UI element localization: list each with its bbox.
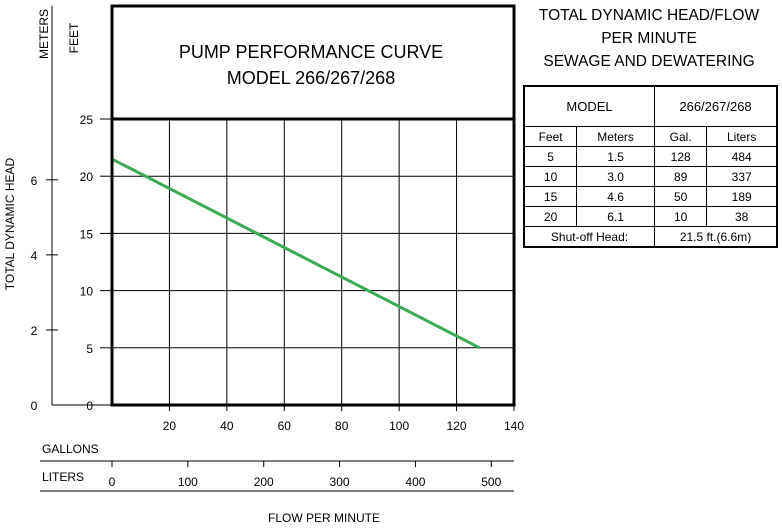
gallons-tick-label: 120 <box>447 419 467 433</box>
x-units-liters-label: LITERS <box>42 470 84 484</box>
table-shutoff-value: 21.5 ft.(6.6m) <box>654 226 778 248</box>
liters-tick-label: 300 <box>330 475 350 489</box>
table-header-feet: Feet <box>523 126 578 147</box>
table-shutoff-label: Shut-off Head: <box>523 226 656 248</box>
feet-tick-label: 20 <box>80 170 94 184</box>
table-cell: 189 <box>706 186 778 207</box>
feet-tick-label: 15 <box>80 227 94 241</box>
meters-tick-label: 0 <box>31 399 38 413</box>
header-line-2: PER MINUTE <box>601 30 697 47</box>
table-row: 5 1.5 128 484 <box>523 146 778 167</box>
table-header-liters: Liters <box>706 126 778 147</box>
table-header-meters: Meters <box>576 126 656 147</box>
table-cell: 1.5 <box>576 146 656 167</box>
x-axis-label: FLOW PER MINUTE <box>268 511 380 525</box>
table-row: 20 6.1 10 38 <box>523 206 778 227</box>
table-cell: 10 <box>523 166 578 187</box>
feet-tick-label: 0 <box>86 399 93 413</box>
y-units-feet-label: FEET <box>67 22 81 53</box>
table-cell: 6.1 <box>576 206 656 227</box>
liters-tick-label: 400 <box>405 475 425 489</box>
table-cell: 5 <box>523 146 578 167</box>
chart-subtitle: MODEL 266/267/268 <box>227 68 395 88</box>
gallons-tick-label: 100 <box>389 419 409 433</box>
header-line-3: SEWAGE AND DEWATERING <box>543 53 755 70</box>
header-line-1: TOTAL DYNAMIC HEAD/FLOW <box>538 7 760 24</box>
table-cell: 484 <box>706 146 778 167</box>
table-cell: 89 <box>654 166 708 187</box>
liters-tick-label: 100 <box>178 475 198 489</box>
table-cell: 337 <box>706 166 778 187</box>
table-cell: 10 <box>654 206 708 227</box>
liters-tick-label: 200 <box>254 475 274 489</box>
table-model-value: 266/267/268 <box>654 85 778 127</box>
table-header-gallons: Gal. <box>654 126 708 147</box>
gallons-tick-label: 80 <box>335 419 349 433</box>
table-shutoff-row: Shut-off Head: 21.5 ft.(6.6m) <box>523 226 778 248</box>
table-row: 10 3.0 89 337 <box>523 166 778 187</box>
meters-tick-label: 6 <box>31 174 38 188</box>
table-cell: 38 <box>706 206 778 227</box>
header-title: TOTAL DYNAMIC HEAD/FLOW PER MINUTE SEWAG… <box>520 4 778 73</box>
feet-tick-label: 10 <box>80 285 94 299</box>
x-units-gallons-label: GALLONS <box>42 442 99 456</box>
feet-tick-label: 5 <box>86 342 93 356</box>
chart-border <box>110 4 516 407</box>
chart-grid <box>112 119 514 405</box>
table-cell: 20 <box>523 206 578 227</box>
table-header-row: Feet Meters Gal. Liters <box>523 126 778 147</box>
chart-title-box: PUMP PERFORMANCE CURVE MODEL 266/267/268 <box>179 42 443 88</box>
liters-tick-label: 500 <box>481 475 501 489</box>
table-model-row: MODEL 266/267/268 <box>523 85 778 127</box>
y-axis-label: TOTAL DYNAMIC HEAD <box>3 157 17 290</box>
chart-axis-labels: TOTAL DYNAMIC HEAD METERS FEET GALLONS L… <box>3 9 380 525</box>
table-cell: 50 <box>654 186 708 207</box>
gallons-tick-label: 40 <box>220 419 234 433</box>
y-units-meters-label: METERS <box>37 9 51 59</box>
chart-title: PUMP PERFORMANCE CURVE <box>179 42 443 62</box>
table-cell: 15 <box>523 186 578 207</box>
gallons-tick-label: 20 <box>163 419 177 433</box>
chart-frame <box>110 4 516 407</box>
table-model-label: MODEL <box>523 85 656 127</box>
table-cell: 128 <box>654 146 708 167</box>
table-cell: 3.0 <box>576 166 656 187</box>
chart-series-layer <box>111 157 481 350</box>
meters-tick-label: 2 <box>31 324 38 338</box>
feet-tick-label: 25 <box>80 113 94 127</box>
meters-tick-label: 4 <box>31 249 38 263</box>
table-cell: 4.6 <box>576 186 656 207</box>
gallons-tick-label: 60 <box>278 419 292 433</box>
gallons-tick-label: 140 <box>504 419 524 433</box>
performance-curve-line <box>111 157 481 350</box>
specification-table: MODEL 266/267/268 Feet Meters Gal. Liter… <box>523 85 778 248</box>
liters-tick-label: 0 <box>109 475 116 489</box>
table-row: 15 4.6 50 189 <box>523 186 778 207</box>
